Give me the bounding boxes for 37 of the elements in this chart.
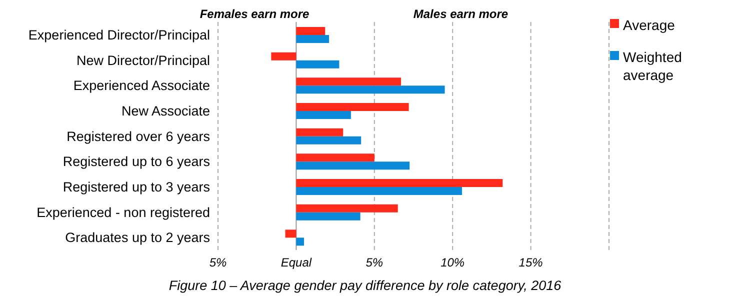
- x-tick-label: 5%: [209, 256, 227, 270]
- x-tick-label: 5%: [366, 256, 384, 270]
- y-tick-label: New Associate: [121, 103, 210, 118]
- y-tick-label: Graduates up to 2 years: [65, 230, 210, 246]
- legend-label: Weighted average: [623, 48, 683, 84]
- bar: [296, 238, 304, 246]
- text: Figure 10 – Average gender pay difference by role category, 2016: [168, 278, 562, 293]
- bar: [296, 179, 503, 187]
- y-tick-label: Experienced Associate: [73, 78, 210, 94]
- text: Males earn more: [413, 7, 508, 21]
- bar: [296, 128, 344, 136]
- x-tick-label: Equal: [280, 256, 312, 270]
- x-tick-label: 15%: [518, 256, 544, 270]
- y-tick-label: Experienced Director/Principal: [28, 27, 210, 42]
- bar: [296, 136, 362, 144]
- bar: [296, 103, 409, 111]
- bar: [285, 230, 296, 238]
- bar: [296, 162, 410, 170]
- bar: [296, 60, 340, 68]
- text: Females earn more: [200, 7, 310, 21]
- x-tick-label: 10%: [440, 256, 465, 270]
- bar: [296, 78, 401, 86]
- bar: [296, 35, 330, 43]
- bar: [296, 212, 360, 220]
- y-tick-label: New Director/Principal: [76, 52, 210, 68]
- bar: [296, 204, 398, 212]
- bar: [296, 111, 351, 119]
- y-tick-label: Experienced - non registered: [36, 204, 210, 220]
- y-tick-label: Registered up to 6 years: [62, 154, 210, 170]
- y-tick-label: Registered over 6 years: [66, 128, 210, 144]
- bar: [296, 27, 326, 35]
- bar: [296, 86, 445, 94]
- bar: [296, 187, 462, 195]
- y-tick-label: Registered up to 3 years: [62, 179, 210, 194]
- legend-label: Average: [623, 16, 675, 34]
- bar: [296, 154, 374, 162]
- bar: [271, 52, 296, 60]
